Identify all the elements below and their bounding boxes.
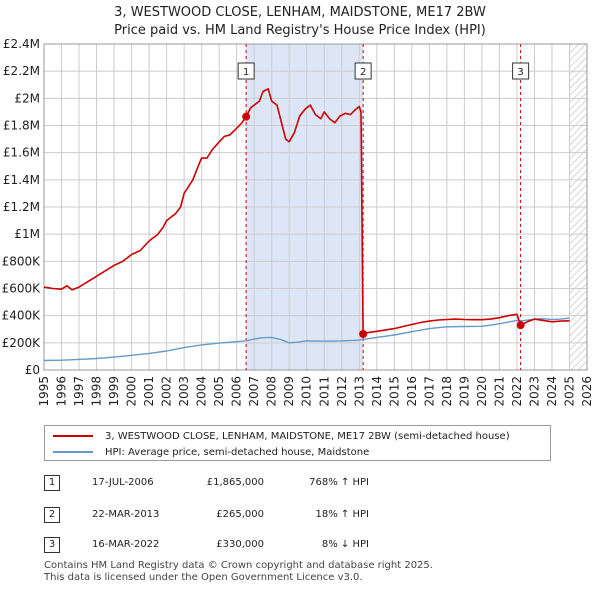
x-tick-label: 2012 xyxy=(335,376,349,407)
x-tick-label: 1998 xyxy=(90,376,104,407)
sale-price: £330,000 xyxy=(216,539,264,550)
x-tick-label: 2001 xyxy=(142,376,156,407)
sale-row: 3 16-MAR-2022 £330,000 8% ↓ HPI xyxy=(44,537,444,557)
legend-label-hpi: HPI: Average price, semi-detached house,… xyxy=(105,446,370,458)
x-tick-label: 2026 xyxy=(580,376,594,407)
sale-hpi-change: 8% ↓ HPI xyxy=(321,539,369,550)
y-tick-label: £600K xyxy=(2,282,42,296)
sale-marker-box xyxy=(512,62,530,80)
x-tick-label: 2025 xyxy=(562,376,576,407)
x-tick-label: 2003 xyxy=(177,376,191,407)
sale-point xyxy=(242,112,251,121)
y-tick-label: £2.4M xyxy=(3,37,40,51)
sale-marker-label: 2 xyxy=(360,67,366,78)
sale-date: 16-MAR-2022 xyxy=(92,539,160,550)
legend-line-property xyxy=(53,435,93,437)
chart-subtitle: Price paid vs. HM Land Registry's House … xyxy=(114,23,486,38)
sale-point xyxy=(516,321,525,330)
x-tick-label: 2018 xyxy=(440,376,454,407)
x-tick-label: 2021 xyxy=(492,376,506,407)
sale-marker-box xyxy=(354,62,372,80)
sale-date: 17-JUL-2006 xyxy=(92,477,154,488)
y-tick-label: £0 xyxy=(25,363,40,377)
sale-marker-box xyxy=(237,62,255,80)
x-tick-label: 2005 xyxy=(212,376,226,407)
sale-price: £265,000 xyxy=(216,509,264,520)
x-tick-label: 2009 xyxy=(282,376,296,407)
legend-label-property: 3, WESTWOOD CLOSE, LENHAM, MAIDSTONE, ME… xyxy=(105,430,510,442)
sale-point xyxy=(359,330,368,339)
y-tick-label: £1.8M xyxy=(3,119,40,133)
sale-marker-label: 1 xyxy=(243,67,249,78)
chart-title-block: 3, WESTWOOD CLOSE, LENHAM, MAIDSTONE, ME… xyxy=(0,4,600,40)
x-tick-label: 2016 xyxy=(405,376,419,407)
x-tick-label: 1997 xyxy=(72,376,86,407)
sale-marker-label: 3 xyxy=(517,67,523,78)
y-tick-label: £1.4M xyxy=(3,173,40,187)
x-tick-label: 2023 xyxy=(527,376,541,407)
y-tick-label: £1.6M xyxy=(3,146,40,160)
x-tick-label: 2017 xyxy=(422,376,436,407)
x-tick-label: 2004 xyxy=(195,376,209,407)
x-tick-label: 2006 xyxy=(230,376,244,407)
x-tick-label: 2011 xyxy=(317,376,331,407)
y-tick-label: £1M xyxy=(14,227,40,241)
plot-border xyxy=(43,43,588,371)
sale-row: 1 17-JUL-2006 £1,865,000 768% ↑ HPI xyxy=(44,475,444,495)
y-tick-label: £2M xyxy=(14,91,40,105)
y-tick-label: £1.2M xyxy=(3,200,40,214)
x-tick-label: 2000 xyxy=(125,376,139,407)
x-tick-label: 2008 xyxy=(265,376,279,407)
y-tick-label: £400K xyxy=(2,309,42,323)
x-tick-label: 2010 xyxy=(300,376,314,407)
property-price-line xyxy=(43,88,570,335)
x-tick-label: 2002 xyxy=(160,376,174,407)
sale-number-badge: 2 xyxy=(44,507,60,523)
x-tick-label: 1995 xyxy=(37,376,51,407)
sale-number-badge: 1 xyxy=(44,475,60,491)
sale-hpi-change: 18% ↑ HPI xyxy=(315,509,369,520)
x-tick-label: 1999 xyxy=(107,376,121,407)
x-tick-label: 1996 xyxy=(55,376,69,407)
x-tick-label: 2019 xyxy=(457,376,471,407)
x-tick-label: 2014 xyxy=(370,376,384,407)
hpi-line xyxy=(43,317,570,362)
x-tick-label: 2013 xyxy=(352,376,366,407)
footer-copyright: Contains HM Land Registry data © Crown c… xyxy=(44,560,433,571)
legend-item-hpi: HPI: Average price, semi-detached house,… xyxy=(53,444,369,460)
x-tick-label: 2024 xyxy=(545,376,559,407)
chart-title: 3, WESTWOOD CLOSE, LENHAM, MAIDSTONE, ME… xyxy=(114,5,486,20)
y-tick-label: £800K xyxy=(2,254,42,268)
sale-row: 2 22-MAR-2013 £265,000 18% ↑ HPI xyxy=(44,507,444,527)
x-tick-label: 2022 xyxy=(510,376,524,407)
legend: 3, WESTWOOD CLOSE, LENHAM, MAIDSTONE, ME… xyxy=(44,425,551,461)
footer: Contains HM Land Registry data © Crown c… xyxy=(44,560,433,584)
x-tick-label: 2007 xyxy=(247,376,261,407)
sale-number-badge: 3 xyxy=(44,537,60,553)
sale-hpi-change: 768% ↑ HPI xyxy=(309,477,369,488)
y-tick-label: £2.2M xyxy=(3,64,40,78)
price-chart: £0 £200K £400K £600K £800K £1M £1.2M £1.4M £1.6M… xyxy=(2,37,594,407)
footer-licence: This data is licensed under the Open Gov… xyxy=(44,572,363,583)
x-tick-label: 2020 xyxy=(475,376,489,407)
sale-date: 22-MAR-2013 xyxy=(92,509,160,520)
x-tick-label: 2015 xyxy=(387,376,401,407)
y-tick-label: £200K xyxy=(2,336,42,350)
legend-item-property: 3, WESTWOOD CLOSE, LENHAM, MAIDSTONE, ME… xyxy=(53,428,510,444)
sale-price: £1,865,000 xyxy=(206,477,264,488)
legend-line-hpi xyxy=(53,451,93,453)
